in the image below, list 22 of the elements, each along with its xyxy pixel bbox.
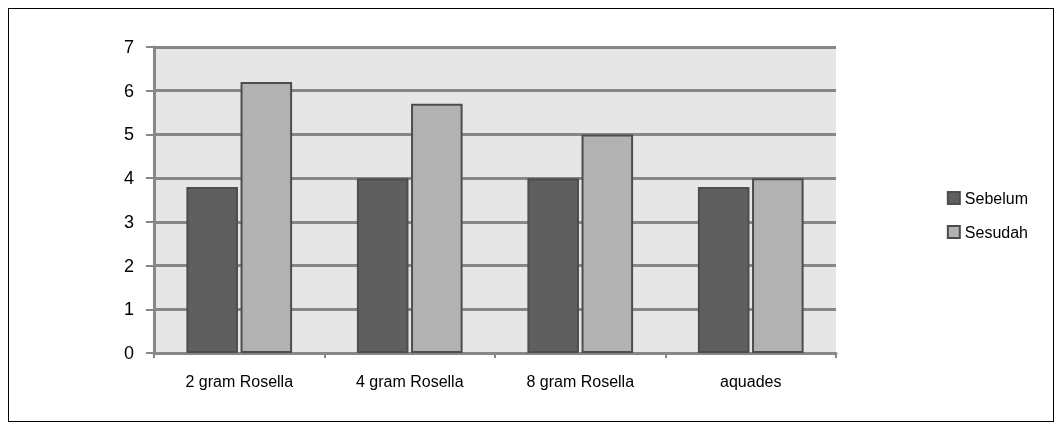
y-tick-label: 4 — [123, 168, 134, 189]
y-tick-label: 5 — [123, 124, 134, 145]
y-tick-label: 1 — [123, 299, 134, 320]
y-tick-label: 3 — [123, 211, 134, 232]
legend-label: Sesudah — [964, 223, 1029, 241]
x-tick-label: 4 gram Rosella — [355, 372, 464, 390]
legend-label: Sebelum — [964, 189, 1028, 207]
bar — [411, 103, 463, 353]
bar — [356, 178, 409, 353]
y-tick-label: 2 — [123, 255, 134, 276]
y-tick-label: 6 — [123, 80, 134, 101]
x-tick-label: 2 gram Rosella — [185, 372, 294, 390]
x-tick-label: 8 gram Rosella — [526, 372, 635, 390]
y-tick-label: 0 — [123, 343, 134, 363]
bar — [240, 81, 293, 353]
x-tick-label: aquades — [720, 372, 782, 390]
bar — [697, 186, 750, 353]
bar — [581, 134, 634, 353]
y-tick-label: 7 — [123, 37, 134, 57]
bar — [752, 178, 804, 353]
bar — [527, 178, 579, 353]
bar — [186, 186, 238, 353]
